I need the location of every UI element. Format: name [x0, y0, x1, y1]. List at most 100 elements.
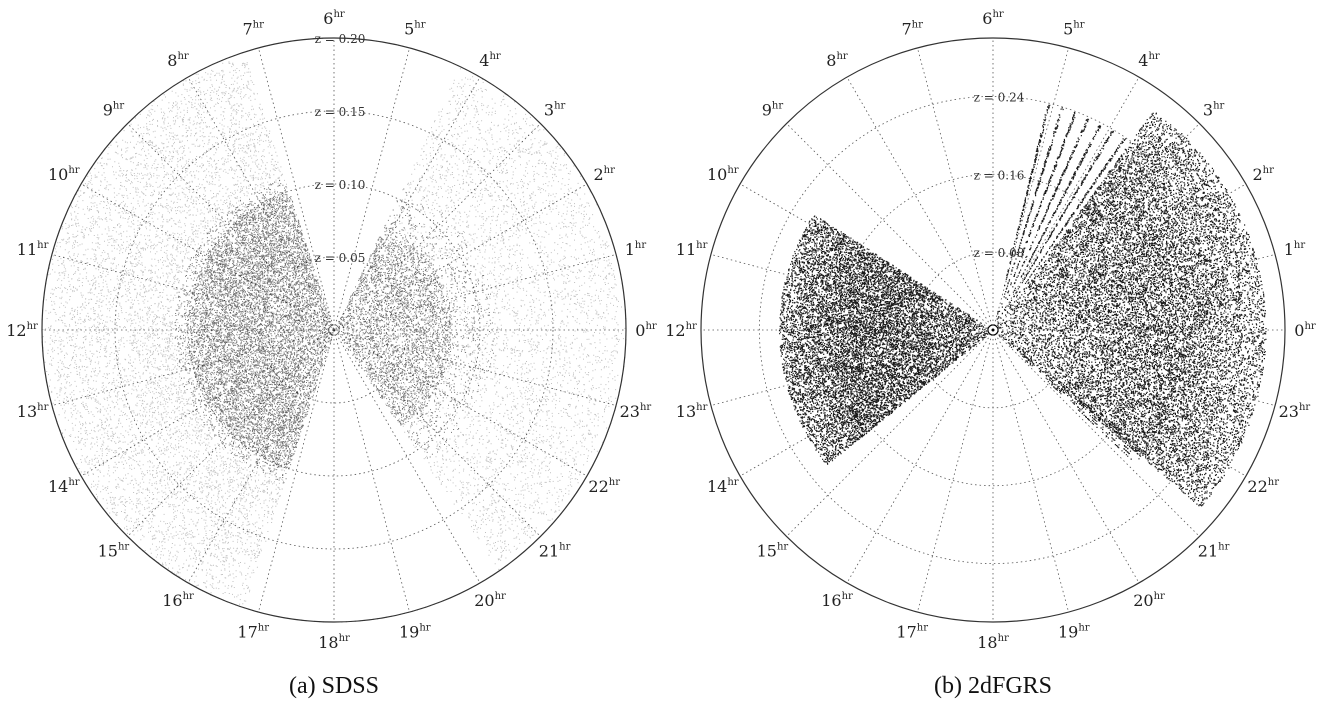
ra-tick-unit: hr: [842, 591, 853, 602]
outer-boundary: [700, 37, 1286, 623]
ra-tick-label: 9hr: [103, 100, 125, 119]
ra-tick-value: 21: [1198, 542, 1218, 561]
ra-tick-label: 12hr: [665, 321, 697, 340]
ra-tick-unit: hr: [118, 542, 129, 553]
ra-tick-unit: hr: [1304, 321, 1315, 332]
ra-tick-labels: 0hr1hr2hr3hr4hr5hr6hr7hr8hr9hr10hr11hr12…: [665, 9, 1316, 652]
ra-tick-value: 0: [1294, 321, 1304, 340]
ra-tick-unit: hr: [727, 165, 738, 176]
ra-tick-value: 19: [399, 622, 419, 641]
ra-tick-unit: hr: [339, 633, 350, 644]
ra-tick-unit: hr: [1268, 477, 1279, 488]
ra-tick-unit: hr: [489, 51, 500, 62]
ra-tick-value: 16: [821, 591, 841, 610]
ra-tick-unit: hr: [37, 402, 48, 413]
galaxy-points: [778, 104, 1267, 507]
ra-tick-label: 18hr: [977, 633, 1009, 652]
ra-tick-label: 22hr: [1247, 477, 1279, 496]
ra-tick-label: 19hr: [1058, 622, 1090, 641]
ra-tick-label: 9hr: [762, 100, 784, 119]
z-tick-label: z = 0.10: [315, 178, 366, 192]
ra-tick-value: 1: [1284, 240, 1294, 259]
ra-gridline: [127, 329, 335, 537]
galaxy-point-faint: [42, 61, 626, 605]
ra-tick-label: 11hr: [17, 240, 49, 259]
ra-gridline: [333, 329, 541, 537]
ra-tick-unit: hr: [258, 622, 269, 633]
ra-gridline: [80, 183, 335, 331]
ra-gridline: [258, 47, 335, 331]
ra-tick-value: 3: [1203, 100, 1213, 119]
ra-gridline: [992, 329, 1247, 477]
ra-tick-value: 4: [479, 51, 489, 70]
ra-tick-value: 21: [539, 542, 559, 561]
ra-tick-value: 18: [977, 633, 997, 652]
ra-tick-label: 20hr: [474, 591, 506, 610]
ra-gridline: [333, 123, 541, 331]
ra-tick-unit: hr: [1294, 240, 1305, 251]
angular-grid: [701, 38, 1285, 622]
ra-tick-labels: 0hr1hr2hr3hr4hr5hr6hr7hr8hr9hr10hr11hr12…: [6, 9, 657, 652]
ra-tick-value: 11: [17, 240, 37, 259]
z-tick-label: z = 0.15: [315, 105, 366, 119]
galaxy-point: [174, 179, 496, 484]
ra-tick-label: 17hr: [896, 622, 928, 641]
ra-tick-unit: hr: [640, 402, 651, 413]
caption-sdss: (a) SDSS: [289, 673, 379, 699]
z-gridcircle: [114, 110, 554, 550]
ra-tick-label: 3hr: [544, 100, 566, 119]
ra-gridline: [739, 183, 994, 331]
ra-tick-unit: hr: [27, 321, 38, 332]
ra-tick-unit: hr: [917, 622, 928, 633]
ra-tick-label: 7hr: [242, 20, 264, 39]
ra-tick-label: 1hr: [625, 240, 647, 259]
ra-tick-unit: hr: [559, 542, 570, 553]
ra-tick-unit: hr: [696, 240, 707, 251]
ra-gridline: [333, 329, 588, 477]
ra-tick-unit: hr: [414, 20, 425, 31]
ra-tick-unit: hr: [495, 591, 506, 602]
ra-tick-value: 12: [6, 321, 26, 340]
ra-tick-unit: hr: [1263, 165, 1274, 176]
z-tick-label: z = 0.24: [974, 90, 1025, 104]
ra-tick-value: 6: [982, 9, 992, 28]
galaxy-points: [42, 61, 626, 605]
z-tick-label: z = 0.08: [974, 246, 1025, 260]
ra-tick-label: 10hr: [707, 165, 739, 184]
ra-tick-label: 10hr: [48, 165, 80, 184]
ra-tick-unit: hr: [1218, 542, 1229, 553]
ra-tick-value: 13: [676, 402, 696, 421]
ra-tick-value: 23: [620, 402, 640, 421]
ra-tick-label: 16hr: [162, 591, 194, 610]
ra-gridline: [992, 329, 1140, 584]
ra-tick-value: 10: [48, 165, 68, 184]
ra-tick-value: 1: [625, 240, 635, 259]
ra-gridline: [258, 329, 335, 613]
ra-gridline: [786, 329, 994, 537]
ra-tick-label: 16hr: [821, 591, 853, 610]
ra-tick-value: 18: [318, 633, 338, 652]
ra-tick-unit: hr: [183, 591, 194, 602]
ra-tick-label: 5hr: [404, 20, 426, 39]
ra-tick-value: 3: [544, 100, 554, 119]
ra-tick-unit: hr: [998, 633, 1009, 644]
observer-dot: [991, 328, 995, 332]
ra-tick-unit: hr: [992, 9, 1003, 20]
ra-tick-value: 17: [237, 622, 257, 641]
ra-tick-label: 22hr: [588, 477, 620, 496]
panel-sdss: z = 0.05z = 0.10z = 0.15z = 0.200hr1hr2h…: [6, 9, 657, 652]
ra-gridline: [992, 123, 1200, 331]
ra-gridline: [333, 329, 481, 584]
ra-gridline: [80, 329, 335, 477]
ra-tick-label: 1hr: [1284, 240, 1306, 259]
ra-tick-unit: hr: [1213, 100, 1224, 111]
ra-tick-value: 12: [665, 321, 685, 340]
ra-gridline: [187, 329, 335, 584]
ra-tick-unit: hr: [604, 165, 615, 176]
ra-tick-label: 6hr: [323, 9, 345, 28]
ra-tick-value: 16: [162, 591, 182, 610]
z-tick-label: z = 0.16: [974, 168, 1025, 182]
ra-gridline: [786, 123, 994, 331]
angular-grid: [42, 38, 626, 622]
ra-gridline: [333, 254, 617, 331]
